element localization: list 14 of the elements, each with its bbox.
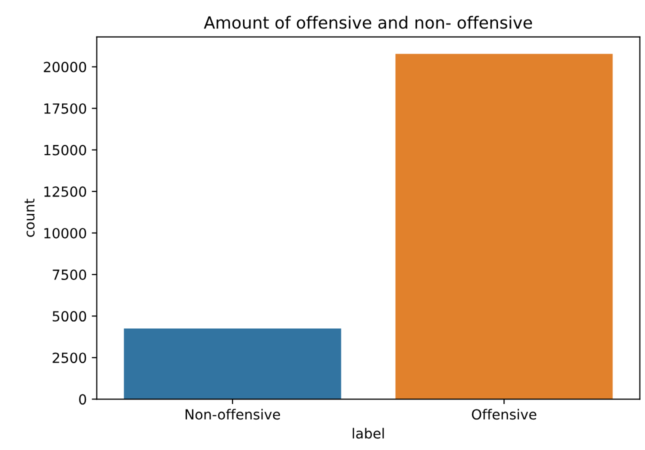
x-axis-title: label [352, 428, 384, 439]
y-tick-label: 20000 [44, 62, 86, 72]
y-tick-label: 5000 [52, 311, 86, 322]
y-tick-label: 0 [79, 394, 86, 405]
y-tick-label: 10000 [44, 228, 86, 238]
y-tick-label: 15000 [44, 144, 86, 156]
y-tick-label: 17500 [44, 103, 86, 114]
y-tick-label: 2500 [52, 352, 86, 364]
y-tick-label: 12500 [44, 186, 86, 197]
y-axis-title: count [24, 198, 35, 237]
x-tick-label: Offensive [472, 408, 536, 420]
x-tick-label: Non-offensive [186, 408, 280, 420]
chart-title: Amount of offensive and non- offensive [204, 16, 532, 29]
y-tick-label: 7500 [52, 269, 86, 280]
